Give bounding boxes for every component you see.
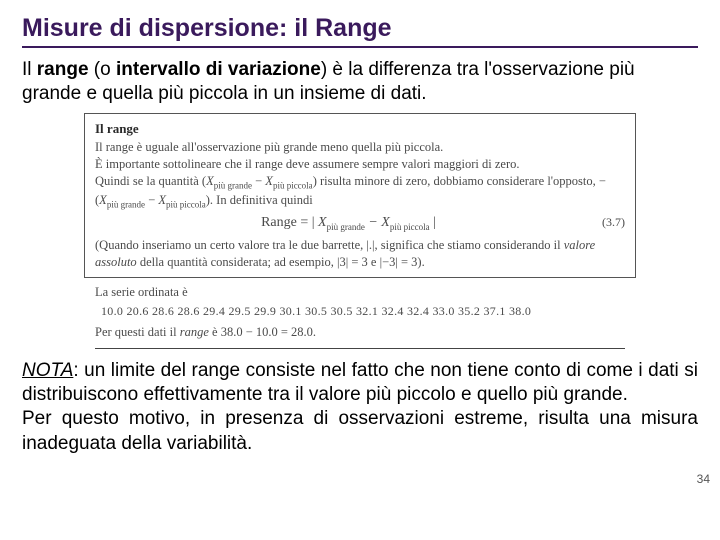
equation-number: (3.7) (602, 214, 625, 230)
example-block: La serie ordinata è 10.0 20.6 28.6 28.6 … (95, 284, 625, 349)
box-line4: (Quando inseriamo un certo valore tra le… (95, 237, 625, 271)
x2: X (265, 174, 273, 188)
x1: X (206, 174, 214, 188)
fsub2: più piccola (390, 222, 430, 232)
box-title: Il range (95, 120, 625, 138)
sub1: più grande (214, 180, 252, 190)
intro-term1: range (37, 59, 89, 80)
intro-paragraph: Il range (o intervallo di variazione) è … (22, 58, 698, 107)
sub4: più piccola (166, 199, 206, 209)
series-label: La serie ordinata è (95, 284, 625, 302)
definition-box: Il range Il range è uguale all'osservazi… (84, 113, 636, 278)
x4: X (158, 193, 166, 207)
page-title: Misure di dispersione: il Range (22, 14, 698, 48)
data-series: 10.0 20.6 28.6 28.6 29.4 29.5 29.9 30.1 … (101, 303, 625, 320)
note-body: : un limite del range consiste nel fatto… (22, 360, 698, 405)
range-calculation: Per questi dati il range è 38.0 − 10.0 =… (95, 324, 625, 342)
intro-pre: Il (22, 59, 37, 80)
box-line1: Il range è uguale all'osservazione più g… (95, 139, 625, 156)
x3: X (99, 193, 107, 207)
sub3: più grande (107, 199, 145, 209)
sub2: più piccola (273, 180, 313, 190)
fsub1: più grande (327, 222, 365, 232)
box-line3: Quindi se la quantità (Xpiù grande − Xpi… (95, 173, 625, 210)
page-number: 34 (697, 472, 710, 486)
range-formula: Range = | Xpiù grande − Xpiù piccola | (… (95, 214, 625, 233)
intro-mid: (o (89, 59, 116, 80)
box-p3a: Quindi se la quantità ( (95, 174, 206, 188)
minus1: − (252, 174, 265, 188)
intro-term2: intervallo di variazione (116, 59, 321, 80)
note-paragraph: NOTA: un limite del range consiste nel f… (22, 359, 698, 456)
divider (95, 348, 625, 349)
note-body2: Per questo motivo, in presenza di osserv… (22, 408, 698, 453)
minus2: − (145, 193, 158, 207)
box-p3c: ). In definitiva quindi (206, 193, 313, 207)
box-line2: È importante sottolineare che il range d… (95, 156, 625, 173)
note-label: NOTA (22, 360, 73, 381)
